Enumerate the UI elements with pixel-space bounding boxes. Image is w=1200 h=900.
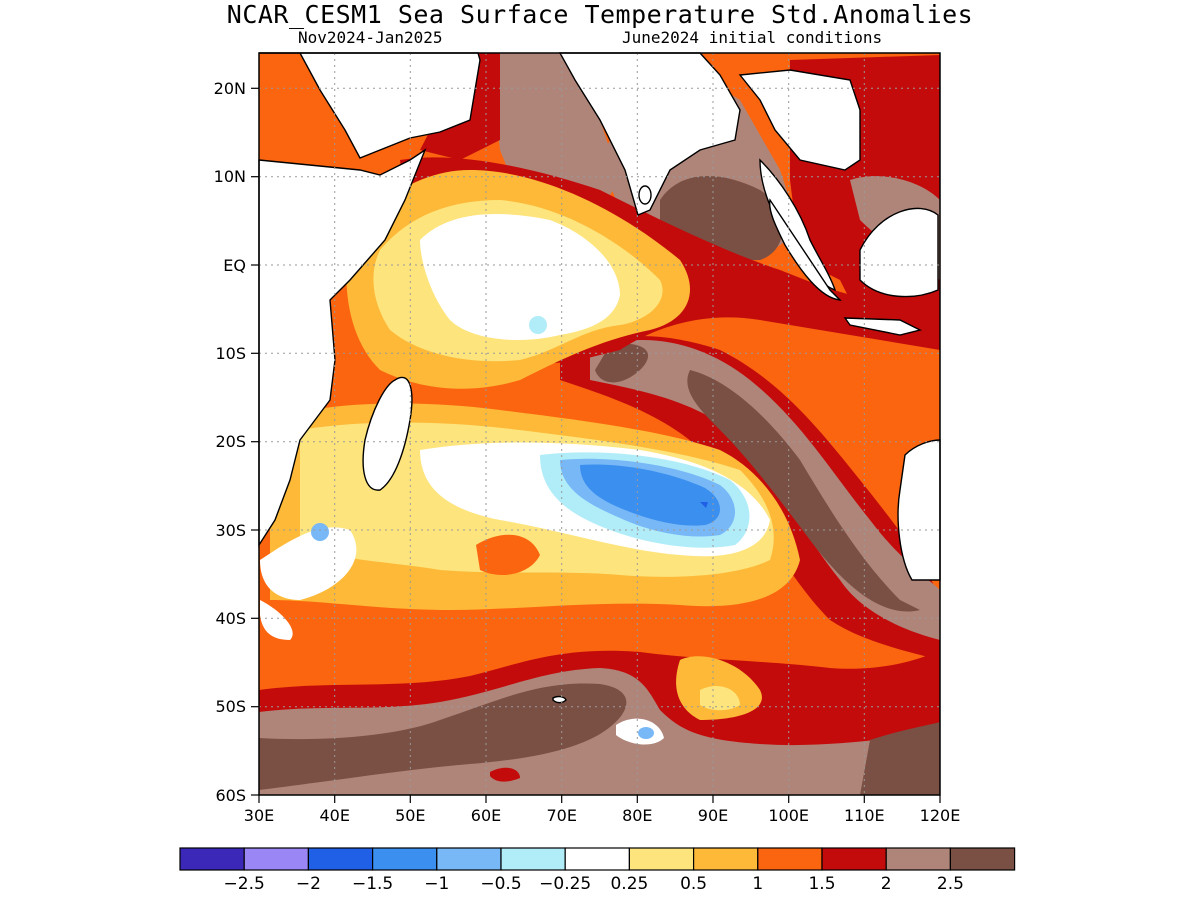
map-title: NCAR_CESM1 Sea Surface Temperature Std.A… [226, 0, 974, 29]
lat-tick-label: 10S [215, 344, 246, 363]
lon-tick-label: 30E [244, 806, 274, 825]
colorbar-labels: −2.5 −2 −1.5 −1 −0.5 −0.25 0.25 0.5 1 1.5 2 2.5 [224, 874, 964, 894]
colorbar-swatch [692, 847, 759, 871]
lon-tick-label: 110E [844, 806, 885, 825]
colorbar-label: −1 [424, 874, 449, 894]
lon-tick-labels: 30E 40E 50E 60E 70E 80E 90E 100E 110E 12… [244, 806, 961, 825]
lat-tick-label: 10N [214, 167, 246, 186]
southeast-asia [738, 69, 861, 171]
graticule [259, 53, 940, 795]
lon-tick-label: 70E [546, 806, 576, 825]
lat-tick-label: EQ [223, 256, 246, 275]
colorbar-label: −2 [296, 874, 321, 894]
colorbar-label: −2.5 [224, 874, 265, 894]
colorbar-label: −0.5 [480, 874, 521, 894]
colorbar-swatch [757, 847, 823, 871]
lat-tick-label: 20N [214, 79, 246, 98]
colorbar-swatch [307, 847, 374, 871]
lon-tick-label: 90E [698, 806, 728, 825]
lon-tick-label: 40E [319, 806, 349, 825]
sumatra [768, 198, 842, 301]
lat-tick-label: 30S [215, 521, 246, 540]
axis-ticks [251, 87, 941, 803]
sri-lanka [638, 185, 652, 205]
kerguelen-island [552, 695, 567, 704]
colorbar-swatch [243, 847, 309, 871]
borneo [859, 207, 939, 298]
australia [897, 439, 941, 581]
colorbar-label: 1 [752, 874, 763, 894]
colorbar-swatch [885, 847, 952, 871]
lon-tick-label: 100E [768, 806, 809, 825]
colorbar-label: −1.5 [352, 874, 393, 894]
colorbar [179, 847, 1016, 871]
colorbar-swatch [500, 847, 566, 871]
lat-tick-label: 50S [215, 697, 246, 716]
lat-tick-labels: 20N 10N EQ 10S 20S 30S 40S 50S 60S [214, 79, 246, 805]
colorbar-label: 0.5 [680, 874, 707, 894]
forecast-period-subtitle: Nov2024-Jan2025 [298, 28, 443, 47]
lon-tick-label: 120E [920, 806, 961, 825]
colorbar-label: 2 [881, 874, 892, 894]
lat-tick-label: 20S [215, 432, 246, 451]
colorbar-label: 0.25 [610, 874, 648, 894]
lon-tick-label: 50E [395, 806, 425, 825]
colorbar-label: −0.25 [539, 874, 591, 894]
india [558, 52, 741, 216]
africa [258, 148, 427, 548]
initial-conditions-subtitle: June2024 initial conditions [622, 28, 883, 47]
map-frame [258, 52, 941, 796]
java [843, 317, 923, 336]
colorbar-label: 2.5 [937, 874, 964, 894]
madagascar [362, 376, 413, 491]
colorbar-label: 1.5 [808, 874, 835, 894]
lon-tick-label: 80E [622, 806, 652, 825]
land-masses [258, 52, 941, 704]
colorbar-swatch [436, 847, 502, 871]
colorbar-swatch [564, 847, 631, 871]
anomaly-fields [259, 53, 940, 795]
colorbar-swatch [179, 847, 245, 871]
colorbar-swatch [949, 847, 1016, 871]
lon-tick-label: 60E [471, 806, 501, 825]
colorbar-swatch [821, 847, 887, 871]
lat-tick-label: 60S [215, 786, 246, 805]
colorbar-swatch [628, 847, 695, 871]
lat-tick-label: 40S [215, 609, 246, 628]
colorbar-swatch [372, 847, 438, 871]
